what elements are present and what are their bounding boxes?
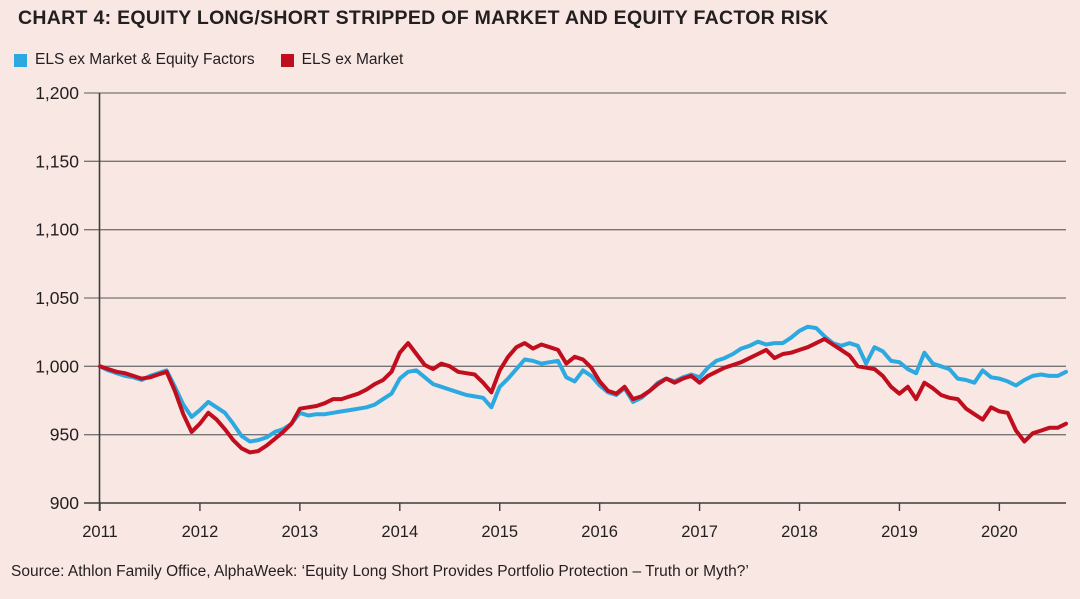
x-tick-label: 2017 — [681, 523, 718, 541]
legend-swatch-blue — [14, 54, 27, 67]
x-tick-label: 2019 — [881, 523, 918, 541]
x-tick-label: 2011 — [82, 523, 117, 541]
series-line-els-ex-market-equity-factors — [98, 324, 1068, 444]
x-tick-label: 2015 — [481, 523, 518, 541]
x-tick-label: 2012 — [182, 523, 219, 541]
legend-swatch-red — [280, 54, 294, 67]
legend: ELS ex Market & Equity Factors ELS ex Ma… — [14, 51, 403, 69]
y-tick-label: 900 — [50, 493, 79, 513]
y-tick-label: 1,000 — [35, 356, 79, 376]
legend-label: ELS ex Market & Equity Factors — [35, 51, 255, 68]
y-tick-label: 1,200 — [35, 83, 79, 103]
legend-label: ELS ex Market — [301, 51, 404, 68]
chart-title: CHART 4: EQUITY LONG/SHORT STRIPPED OF M… — [18, 7, 829, 29]
legend-item-els-ex-market-equity-factors: ELS ex Market & Equity Factors — [14, 51, 255, 69]
source-attribution: Source: Athlon Family Office, AlphaWeek:… — [11, 563, 749, 580]
legend-item-els-ex-market: ELS ex Market — [280, 51, 404, 69]
x-tick-label: 2016 — [581, 523, 618, 541]
y-tick-label: 1,050 — [35, 288, 79, 308]
y-tick-label: 1,100 — [35, 220, 79, 240]
x-tick-label: 2018 — [781, 523, 818, 541]
y-tick-label: 950 — [50, 425, 79, 445]
x-tick-label: 2014 — [381, 523, 418, 541]
x-tick-label: 2013 — [282, 523, 319, 541]
y-tick-label: 1,150 — [35, 151, 79, 171]
x-tick-label: 2020 — [981, 523, 1018, 541]
series-line-els-ex-market — [98, 337, 1068, 455]
